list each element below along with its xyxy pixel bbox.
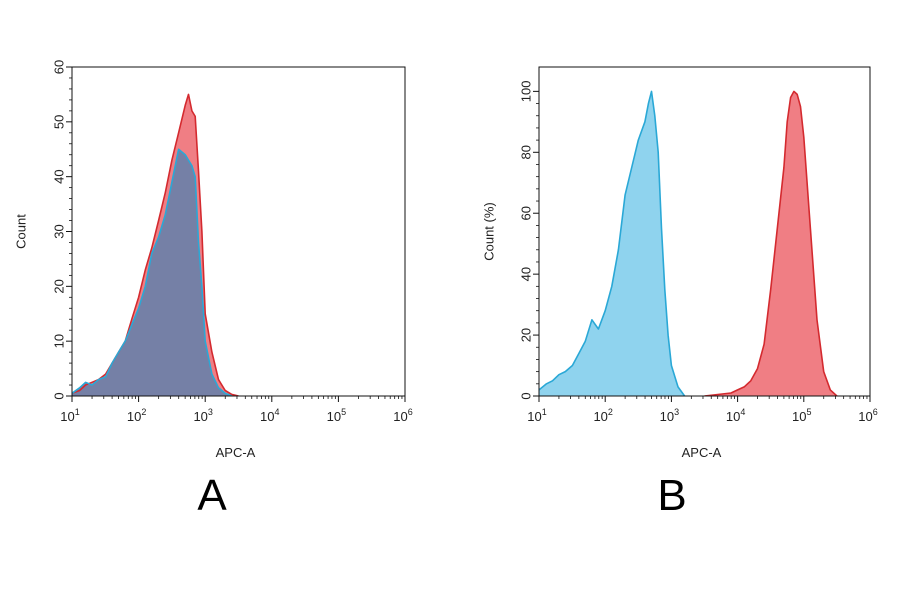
panel-a-y-tick-label: 10 bbox=[51, 334, 66, 348]
panel-a-y-axis-label: Count bbox=[13, 214, 28, 249]
panel-a-red-line bbox=[72, 93, 239, 396]
panel-b-blue-area bbox=[539, 91, 685, 396]
histogram-panel-a: 101 102 103 104 105 106 0 10 20 30 40 50 60 APC-A Coun… bbox=[13, 60, 412, 520]
panel-a-x-tick-label: 101 bbox=[60, 407, 79, 424]
panel-a-label: A bbox=[197, 471, 227, 520]
panel-a-blue-line bbox=[72, 148, 233, 396]
panel-b-x-tick-label: 105 bbox=[792, 407, 811, 424]
panel-b-x-tick-label: 104 bbox=[726, 407, 745, 424]
panel-a-y-tick-label: 30 bbox=[51, 224, 66, 238]
panel-b-plot-frame bbox=[538, 66, 871, 397]
panel-b-y-tick-label: 20 bbox=[518, 328, 533, 342]
panel-a-x-axis-label: APC-A bbox=[216, 445, 256, 460]
panel-b-y-tick-label: 40 bbox=[518, 267, 533, 281]
panel-a-y-tick-label: 60 bbox=[51, 60, 66, 74]
panel-b-y-axis-label: Count (%) bbox=[481, 202, 496, 261]
panel-b-y-tick-label: 0 bbox=[518, 392, 533, 399]
panel-b-y-tick-label: 60 bbox=[518, 206, 533, 220]
panel-a-x-tick-label: 104 bbox=[260, 407, 279, 424]
panel-b-y-tick-label: 80 bbox=[518, 145, 533, 159]
panel-b-red-area bbox=[704, 91, 837, 396]
panel-b-x-axis-label: APC-A bbox=[682, 445, 722, 460]
panel-b-red-line bbox=[704, 90, 838, 396]
panel-b-label: B bbox=[657, 471, 686, 520]
panel-b-x-tick-label: 103 bbox=[660, 407, 679, 424]
panel-a-y-tick-label: 20 bbox=[51, 279, 66, 293]
panel-b-blue-line bbox=[539, 90, 686, 396]
panel-a-y-tick-label: 50 bbox=[51, 115, 66, 129]
panel-b-x-tick-label: 106 bbox=[858, 407, 877, 424]
panel-a-series-group bbox=[72, 93, 239, 396]
panel-a-y-tick-label: 40 bbox=[51, 169, 66, 183]
panel-b-y-tick-label: 100 bbox=[518, 81, 533, 103]
panel-b-x-tick-label: 101 bbox=[527, 407, 546, 424]
panel-a-x-tick-label: 105 bbox=[327, 407, 346, 424]
panel-a-x-tick-label: 103 bbox=[193, 407, 212, 424]
panel-a-x-tick-label: 102 bbox=[127, 407, 146, 424]
histogram-panel-b: 101 102 103 104 105 106 0 20 40 60 80 100 APC-A Count… bbox=[481, 66, 878, 520]
panel-a-overlap-area bbox=[72, 149, 232, 396]
panel-a-y-tick-label: 0 bbox=[51, 392, 66, 399]
panel-a-x-tick-label: 106 bbox=[393, 407, 412, 424]
panel-b-series-group bbox=[539, 90, 838, 396]
panel-b-x-tick-label: 102 bbox=[593, 407, 612, 424]
